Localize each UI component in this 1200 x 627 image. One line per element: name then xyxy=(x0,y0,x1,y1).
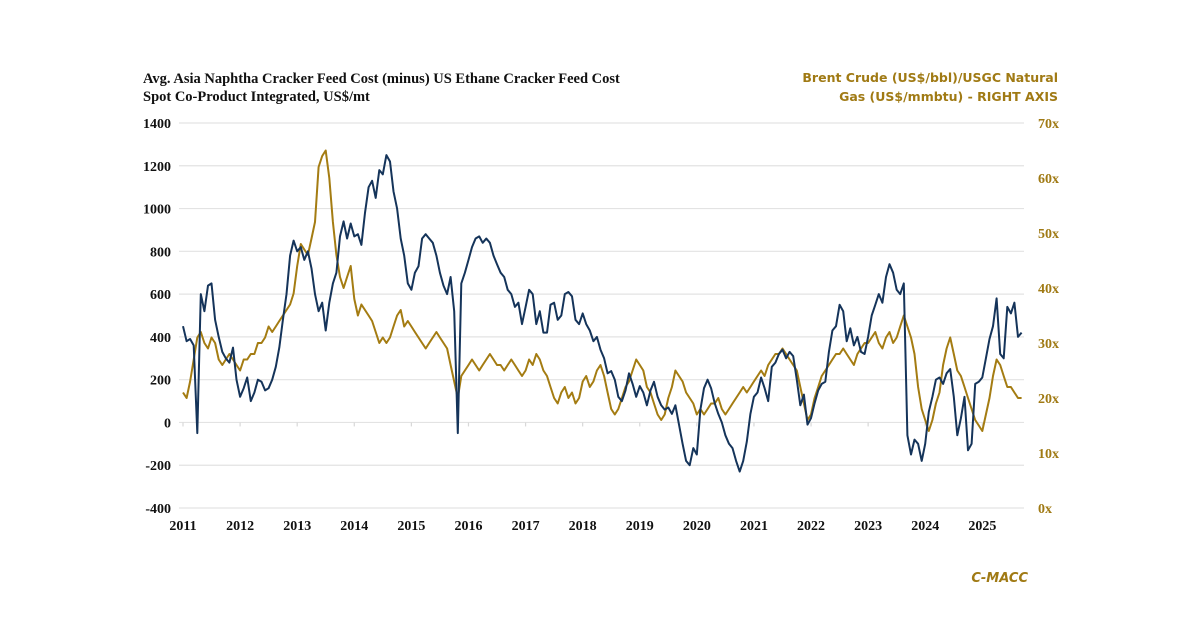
y-tick-label: 200 xyxy=(150,374,171,389)
y-tick-label: 1000 xyxy=(143,203,171,218)
x-tick-label: 2025 xyxy=(968,519,996,534)
y2-tick-label: 60x xyxy=(1038,172,1059,187)
y2-tick-label: 40x xyxy=(1038,282,1059,297)
x-tick-label: 2024 xyxy=(911,519,939,534)
x-tick-label: 2014 xyxy=(340,519,368,534)
right-axis-title: Brent Crude (US$/bbl)/USGC Natural Gas (… xyxy=(738,68,1058,106)
naphtha-ethane-spread-line xyxy=(182,154,1023,473)
y-tick-label: 0 xyxy=(164,416,171,431)
x-tick-label: 2016 xyxy=(454,519,482,534)
y-tick-label: -400 xyxy=(145,502,171,517)
source-label: C-MACC xyxy=(971,571,1028,586)
chart-subtitle: Spot Co-Product Integrated, US$/mt xyxy=(143,89,370,105)
y-tick-label: 1400 xyxy=(143,117,171,132)
y2-tick-label: 0x xyxy=(1038,502,1052,517)
brent-gas-ratio-line xyxy=(182,149,1022,432)
x-tick-label: 2013 xyxy=(283,519,311,534)
x-tick-label: 2015 xyxy=(397,519,425,534)
x-tick-label: 2018 xyxy=(569,519,597,534)
x-axis-ticks xyxy=(182,422,983,427)
y2-tick-label: 30x xyxy=(1038,337,1059,352)
chart-title: Avg. Asia Naphtha Cracker Feed Cost (min… xyxy=(143,70,620,106)
x-tick-label: 2019 xyxy=(626,519,654,534)
y-tick-label: 400 xyxy=(150,331,171,346)
y2-tick-label: 70x xyxy=(1038,117,1059,132)
right-axis-labels: 70x 60x 50x 40x 30x 20x 10x 0x xyxy=(1038,117,1059,517)
left-axis-labels: 1400 1200 1000 800 600 400 200 0 -200 -400 xyxy=(143,117,171,517)
y2-tick-label: 20x xyxy=(1038,392,1059,407)
x-tick-label: 2012 xyxy=(226,519,254,534)
gridlines xyxy=(179,122,1024,509)
y-tick-label: -200 xyxy=(145,459,171,474)
right-axis-title-line2: Gas (US$/mmbtu) - RIGHT AXIS xyxy=(839,89,1058,104)
y2-tick-label: 50x xyxy=(1038,227,1059,242)
y2-tick-label: 10x xyxy=(1038,447,1059,462)
chart-title-line1: Avg. Asia Naphtha Cracker Feed Cost (min… xyxy=(143,71,620,87)
x-tick-label: 2011 xyxy=(169,519,196,534)
x-tick-label: 2021 xyxy=(740,519,768,534)
right-axis-title-line1: Brent Crude (US$/bbl)/USGC Natural xyxy=(802,70,1058,85)
x-tick-label: 2023 xyxy=(854,519,882,534)
y-tick-label: 600 xyxy=(150,288,171,303)
x-axis-labels: 2011 2012 2013 2014 2015 2016 2017 2018 2019 2020… xyxy=(169,519,996,534)
x-tick-label: 2020 xyxy=(683,519,711,534)
y-tick-label: 800 xyxy=(150,245,171,260)
left-series-group xyxy=(182,154,1023,473)
x-tick-label: 2022 xyxy=(797,519,825,534)
right-series-group xyxy=(182,149,1022,432)
y-tick-label: 1200 xyxy=(143,160,171,175)
x-tick-label: 2017 xyxy=(512,519,540,534)
